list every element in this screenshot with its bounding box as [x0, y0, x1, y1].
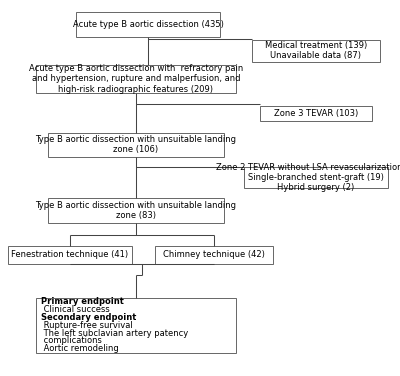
- FancyBboxPatch shape: [244, 167, 388, 188]
- FancyBboxPatch shape: [260, 106, 372, 121]
- FancyBboxPatch shape: [36, 298, 236, 353]
- Text: complications: complications: [41, 336, 102, 345]
- FancyBboxPatch shape: [252, 40, 380, 62]
- Text: Zone 2 TEVAR without LSA revascularization (2)
Single-branched stent-graft (19)
: Zone 2 TEVAR without LSA revascularizati…: [216, 162, 400, 193]
- Text: Zone 3 TEVAR (103): Zone 3 TEVAR (103): [274, 109, 358, 118]
- FancyBboxPatch shape: [48, 133, 224, 157]
- Text: Primary endpoint: Primary endpoint: [41, 297, 124, 306]
- Text: Clinical success: Clinical success: [41, 305, 110, 314]
- Text: Aortic remodeling: Aortic remodeling: [41, 344, 118, 353]
- Text: The left subclavian artery patency: The left subclavian artery patency: [41, 329, 188, 338]
- Text: Rupture-free survival: Rupture-free survival: [41, 321, 132, 330]
- Text: Type B aortic dissection with unsuitable landing
zone (83): Type B aortic dissection with unsuitable…: [36, 201, 236, 220]
- FancyBboxPatch shape: [8, 246, 132, 264]
- FancyBboxPatch shape: [48, 199, 224, 223]
- FancyBboxPatch shape: [155, 246, 273, 264]
- Text: Secondary endpoint: Secondary endpoint: [41, 313, 136, 322]
- FancyBboxPatch shape: [76, 12, 220, 36]
- Text: Acute type B aortic dissection (435): Acute type B aortic dissection (435): [72, 20, 224, 29]
- FancyBboxPatch shape: [36, 65, 236, 93]
- Text: Medical treatment (139)
Unavailable data (87): Medical treatment (139) Unavailable data…: [265, 41, 367, 61]
- Text: Type B aortic dissection with unsuitable landing
zone (106): Type B aortic dissection with unsuitable…: [36, 135, 236, 155]
- Text: Fenestration technique (41): Fenestration technique (41): [12, 250, 128, 259]
- Text: Chimney technique (42): Chimney technique (42): [163, 250, 265, 259]
- Text: Acute type B aortic dissection with  refractory pain
and hypertension, rupture a: Acute type B aortic dissection with refr…: [29, 64, 243, 94]
